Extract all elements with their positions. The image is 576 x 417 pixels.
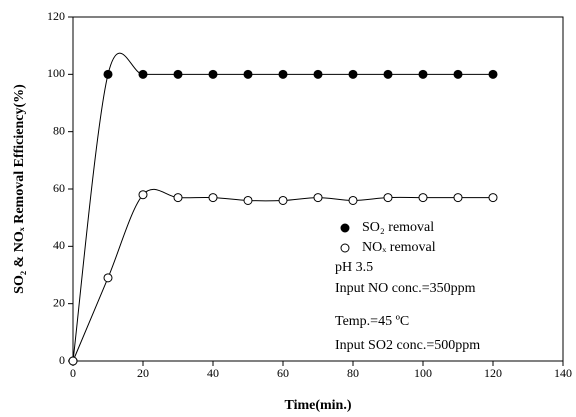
plot-frame [72, 16, 564, 362]
data-point [488, 69, 498, 79]
annotation: pH 3.5 [335, 260, 373, 275]
data-point [103, 69, 113, 79]
y-tick-label: 60 [53, 181, 65, 195]
y-tick-label: 120 [47, 9, 65, 23]
data-point [208, 193, 218, 203]
data-point [278, 69, 288, 79]
legend-label: NOₓ removal [362, 240, 436, 255]
annotation: Input SO2 conc.=500ppm [335, 338, 480, 353]
y-tick-label: 80 [53, 123, 65, 137]
data-point [173, 193, 183, 203]
data-point [68, 356, 78, 366]
x-tick-label: 60 [277, 366, 289, 380]
y-tick-label: 40 [53, 238, 65, 252]
annotation: Temp.=45 ºC [335, 314, 409, 329]
data-point [173, 69, 183, 79]
data-point [208, 69, 218, 79]
y-tick-label: 0 [59, 353, 65, 367]
data-point [348, 69, 358, 79]
data-point [383, 69, 393, 79]
x-axis-label: Time(min.) [284, 398, 351, 413]
data-point [453, 193, 463, 203]
x-tick-label: 0 [70, 366, 76, 380]
data-point [418, 193, 428, 203]
y-axis-label: SO₂ & NOₓ Removal Efficiency(%) [12, 84, 27, 294]
x-tick-label: 140 [554, 366, 572, 380]
x-tick-label: 120 [484, 366, 502, 380]
data-point [313, 193, 323, 203]
y-tick-label: 20 [53, 295, 65, 309]
data-point [348, 195, 358, 205]
annotation: Input NO conc.=350ppm [335, 281, 476, 296]
x-tick-label: 100 [414, 366, 432, 380]
legend-marker [340, 243, 350, 253]
series-line [72, 52, 493, 362]
data-point [488, 193, 498, 203]
data-point [418, 69, 428, 79]
data-point [138, 190, 148, 200]
x-tick-label: 80 [347, 366, 359, 380]
x-tick-label: 40 [207, 366, 219, 380]
data-point [453, 69, 463, 79]
data-point [383, 193, 393, 203]
data-point [138, 69, 148, 79]
data-point [313, 69, 323, 79]
data-point [278, 195, 288, 205]
series-line [72, 188, 493, 362]
legend-label: SO₂ removal [362, 220, 434, 235]
data-point [243, 69, 253, 79]
data-point [103, 273, 113, 283]
data-point [243, 195, 253, 205]
legend-marker [340, 223, 350, 233]
y-tick-label: 100 [47, 66, 65, 80]
x-tick-label: 20 [137, 366, 149, 380]
